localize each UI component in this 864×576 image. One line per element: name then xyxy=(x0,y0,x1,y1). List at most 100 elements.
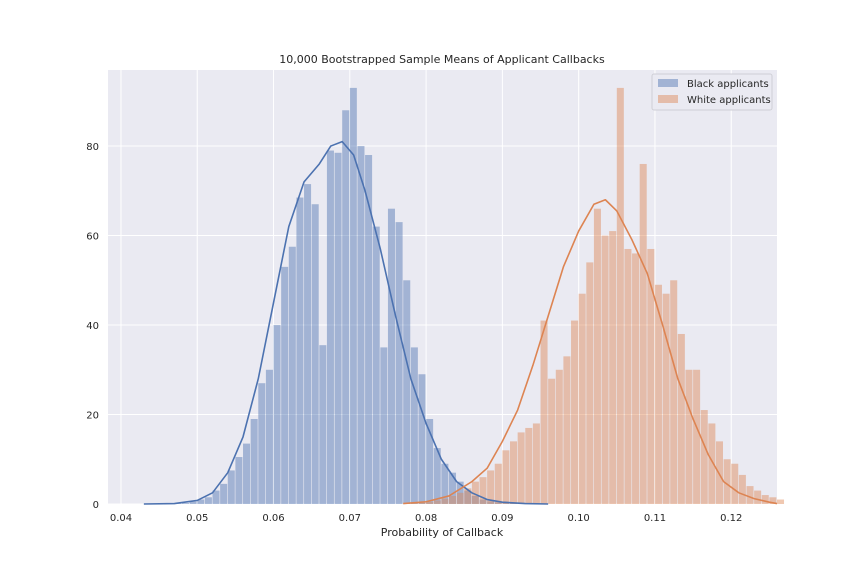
kde-curve-black-applicants xyxy=(143,140,549,505)
histogram-bar-white-applicants xyxy=(555,369,563,504)
histogram-bar-black-applicants xyxy=(250,418,258,504)
histogram-bar-white-applicants xyxy=(754,490,762,504)
histogram-bar-black-applicants xyxy=(372,226,380,504)
histogram-bar-black-applicants xyxy=(311,204,319,504)
histogram-bar-white-applicants xyxy=(586,262,594,504)
grid xyxy=(108,70,777,505)
histogram-bar-white-applicants xyxy=(761,495,769,504)
histogram-bar-white-applicants xyxy=(700,410,708,504)
histogram-bar-white-applicants xyxy=(441,498,449,504)
histogram-bar-white-applicants xyxy=(731,463,739,504)
histogram-bar-white-applicants xyxy=(670,280,678,504)
histogram-bar-black-applicants xyxy=(288,246,296,504)
histogram-bar-black-applicants xyxy=(479,499,487,504)
histogram-bar-black-applicants xyxy=(220,483,228,504)
histogram-bar-white-applicants xyxy=(433,500,441,504)
histogram-bar-white-applicants xyxy=(715,441,724,504)
histogram-bar-black-applicants xyxy=(464,490,472,504)
histogram-bar-white-applicants xyxy=(685,369,693,504)
histogram-bar-black-applicants xyxy=(319,345,327,504)
histogram-bars xyxy=(174,87,785,505)
tick-labels: 0.04 0.05 0.06 0.07 0.08 0.09 0.10 0.11 0.12 0 20 4… xyxy=(86,142,742,524)
y-tick-label: 40 xyxy=(86,321,99,332)
histogram-bar-white-applicants xyxy=(510,441,518,504)
histogram-bar-white-applicants xyxy=(639,163,647,505)
histogram-bar-black-applicants xyxy=(426,418,434,504)
histogram-bar-black-applicants xyxy=(357,146,365,504)
histogram-bar-white-applicants xyxy=(502,450,510,504)
histogram-bar-white-applicants xyxy=(708,423,716,504)
histogram-bar-white-applicants xyxy=(609,231,617,505)
kde-curve-white-applicants xyxy=(403,198,778,505)
histogram-bar-white-applicants xyxy=(769,497,777,504)
legend: Black applicants White applicants xyxy=(651,73,773,111)
histogram-bar-black-applicants xyxy=(441,463,449,504)
chart-title: 10,000 Bootstrapped Sample Means of Appl… xyxy=(279,53,605,66)
histogram-bar-white-applicants xyxy=(693,369,701,504)
histogram-bar-black-applicants xyxy=(349,87,357,504)
histogram-bar-white-applicants xyxy=(563,356,571,504)
histogram-bar-white-applicants xyxy=(456,492,464,504)
histogram-bar-black-applicants xyxy=(456,481,464,504)
legend-box xyxy=(651,73,773,111)
histogram-bar-white-applicants xyxy=(662,293,670,504)
histogram-bar-black-applicants xyxy=(487,501,495,504)
histogram-bar-black-applicants xyxy=(258,383,266,504)
histogram-bar-white-applicants xyxy=(410,503,418,504)
histogram-bar-black-applicants xyxy=(265,369,273,504)
x-tick-label: 0.04 xyxy=(110,513,132,524)
histogram-bar-black-applicants xyxy=(418,374,426,504)
histogram-bar-black-applicants xyxy=(380,347,388,504)
legend-swatch-black-applicants xyxy=(658,79,678,87)
histogram-bar-white-applicants xyxy=(632,253,640,504)
histogram-bar-black-applicants xyxy=(181,503,190,504)
histogram-bar-black-applicants xyxy=(365,155,373,504)
histogram-bar-white-applicants xyxy=(426,501,434,504)
histogram-bar-white-applicants xyxy=(471,481,479,504)
histogram-bar-white-applicants xyxy=(777,499,785,504)
histogram-bar-black-applicants xyxy=(212,490,220,504)
histogram-bar-black-applicants xyxy=(494,502,502,504)
histogram-bar-black-applicants xyxy=(273,325,281,504)
histogram-bar-black-applicants xyxy=(235,457,243,504)
legend-label-black-applicants: Black applicants xyxy=(687,79,769,90)
histogram-bar-black-applicants xyxy=(433,448,441,504)
histogram-bar-black-applicants xyxy=(189,501,197,504)
legend-swatch-white-applicants xyxy=(658,95,678,103)
histogram-bar-white-applicants xyxy=(540,320,548,504)
histogram-bar-white-applicants xyxy=(494,463,502,504)
x-tick-label: 0.10 xyxy=(568,513,590,524)
histogram-bar-black-applicants xyxy=(281,266,289,504)
histogram-bar-white-applicants xyxy=(616,87,624,504)
x-tick-label: 0.11 xyxy=(644,513,666,524)
y-tick-label: 80 xyxy=(86,142,99,153)
histogram-bar-black-applicants xyxy=(204,497,212,504)
histogram-bar-white-applicants xyxy=(723,459,731,504)
histogram-bar-white-applicants xyxy=(593,208,601,504)
histogram-bar-white-applicants xyxy=(654,284,662,504)
histogram-bar-black-applicants xyxy=(395,222,403,504)
y-tick-label: 60 xyxy=(86,232,99,243)
plot-area xyxy=(108,70,777,504)
histogram-bar-white-applicants xyxy=(548,378,556,504)
histogram-bar-black-applicants xyxy=(403,280,411,504)
x-tick-label: 0.07 xyxy=(339,513,361,524)
histogram-bar-black-applicants xyxy=(296,197,304,505)
histogram-bar-black-applicants xyxy=(227,470,235,504)
x-axis-label: Probability of Callback xyxy=(381,526,504,539)
histogram-bar-black-applicants xyxy=(342,110,350,505)
histogram-bar-black-applicants xyxy=(304,184,312,505)
histogram-bar-black-applicants xyxy=(410,347,418,504)
histogram-bar-black-applicants xyxy=(448,472,457,504)
histogram-bar-black-applicants xyxy=(471,495,479,504)
x-tick-label: 0.12 xyxy=(720,513,742,524)
histogram-bar-white-applicants xyxy=(464,488,472,504)
x-tick-label: 0.09 xyxy=(491,513,513,524)
histogram-bar-white-applicants xyxy=(624,248,632,504)
histogram-bar-white-applicants xyxy=(418,502,426,504)
histogram-bar-white-applicants xyxy=(571,320,579,504)
histogram-bar-white-applicants xyxy=(746,486,754,504)
legend-label-white-applicants: White applicants xyxy=(687,95,771,106)
histogram-bar-white-applicants xyxy=(517,432,525,504)
histogram-bar-white-applicants xyxy=(525,427,533,504)
